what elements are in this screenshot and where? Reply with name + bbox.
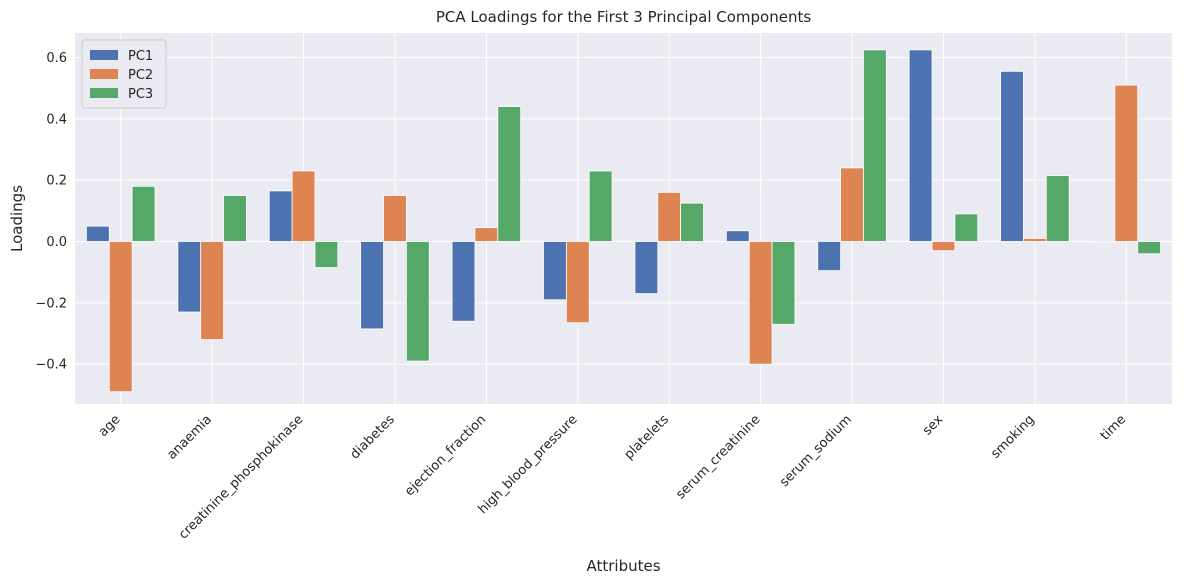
x-tick-label: age [96,412,124,440]
legend-label-pc2: PC2 [128,68,153,83]
bar-pc1-time [1091,241,1116,243]
bar-pc2-serum-creatinine [748,241,773,365]
x-tick-label: ejection_fraction [402,412,489,499]
bar-pc3-sex [954,213,979,242]
x-tick-label: anaemia [164,412,215,463]
bar-pc1-smoking [1000,70,1024,242]
bar-pc3-serum-creatinine [771,241,796,325]
y-tick-label: 0.6 [46,51,67,66]
bars [86,49,1161,393]
y-tick-label: 0.2 [46,174,67,189]
chart-title: PCA Loadings for the First 3 Principal C… [436,8,812,26]
legend-swatch-pc2 [90,69,118,79]
bar-pc3-high-blood-pressure [588,170,613,242]
legend-label-pc1: PC1 [128,49,153,64]
x-tick-label: serum_creatinine [673,412,763,502]
legend: PC1 PC2 PC3 [81,39,167,109]
x-tick-label: platelets [622,412,673,463]
bar-pc2-diabetes [383,195,407,242]
bar-pc1-ejection-fraction [451,241,476,322]
bar-pc1-serum-sodium [817,241,842,272]
bar-pc3-serum-sodium [863,49,887,242]
x-axis-title: Attributes [586,557,660,575]
bar-pc2-ejection-fraction [474,227,499,242]
bar-pc2-smoking [1023,238,1047,242]
y-tick-label: 0.4 [46,112,67,127]
bar-pc2-high-blood-pressure [565,241,590,324]
bar-pc2-platelets [657,192,682,242]
y-tick-label: 0.0 [46,235,67,250]
bar-pc3-ejection-fraction [497,106,522,242]
bar-pc3-smoking [1045,175,1070,242]
y-axis-title: Loadings [8,185,26,252]
x-tick-label: serum_sodium [777,412,855,490]
x-tick-label: diabetes [348,412,398,462]
bar-pc2-age [108,241,133,393]
legend-swatch-pc3 [90,88,118,98]
bar-pc3-age [131,185,156,242]
y-tick-labels: −0.4 −0.2 0.0 0.2 0.4 0.6 [35,51,67,373]
bar-pc1-age [86,225,110,242]
y-tick-label: −0.2 [35,296,67,311]
bar-pc3-platelets [680,202,704,242]
x-tick-label: high_blood_pressure [476,412,581,517]
bar-pc3-creatinine-phosphokinase [314,241,339,268]
plot-area [75,33,1172,404]
x-tick-label: smoking [988,412,1038,462]
bar-pc1-sex [908,49,933,242]
x-tick-label: time [1098,412,1129,443]
bar-pc1-platelets [634,241,659,295]
bar-pc1-diabetes [360,241,384,330]
y-tick-label: −0.4 [35,358,67,373]
bar-pc3-diabetes [405,241,430,362]
bar-pc2-time [1114,84,1139,242]
legend-items: PC1 PC2 PC3 [90,49,153,102]
bar-pc1-anaemia [177,241,202,313]
bar-pc2-sex [931,241,956,252]
x-tick-label: sex [920,412,947,439]
legend-label-pc3: PC3 [128,87,153,102]
bar-pc1-high-blood-pressure [543,241,567,301]
bar-pc2-anaemia [200,241,224,341]
legend-swatch-pc1 [90,50,118,60]
bar-pc1-serum-creatinine [725,230,750,242]
bar-pc2-serum-sodium [840,167,864,242]
bar-pc2-creatinine-phosphokinase [291,170,316,242]
bar-pc3-time [1137,241,1161,255]
bar-pc3-anaemia [223,195,247,242]
bar-pc1-creatinine-phosphokinase [268,190,293,242]
